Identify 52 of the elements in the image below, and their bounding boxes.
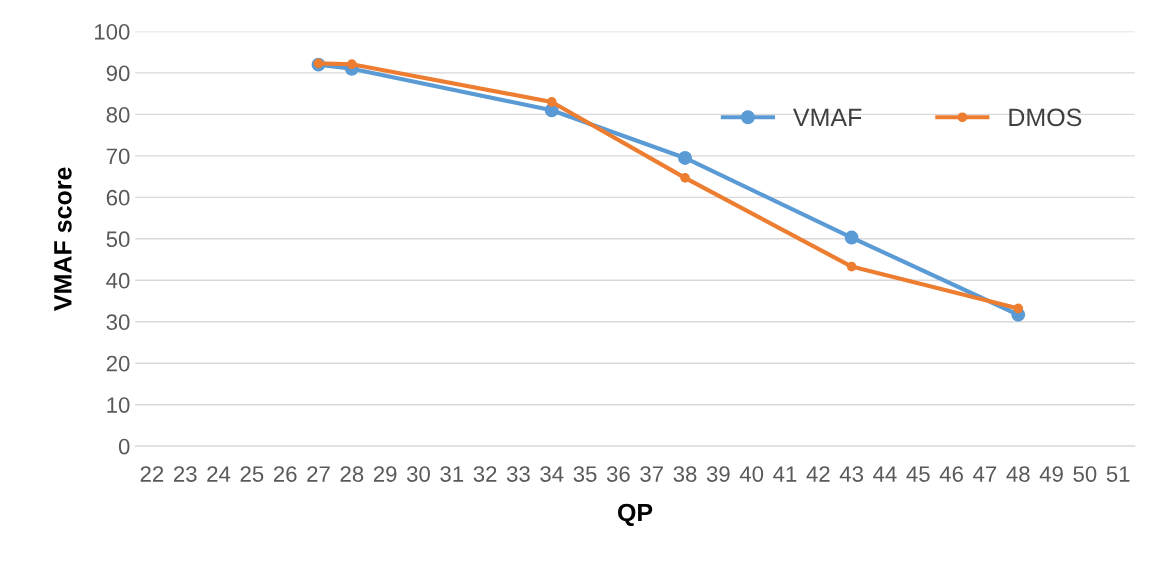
y-tick-label: 50 xyxy=(106,231,130,248)
x-tick-label: 51 xyxy=(1106,466,1130,482)
x-tick-label: 46 xyxy=(939,466,963,482)
point xyxy=(346,59,357,70)
x-tick-label: 49 xyxy=(1039,466,1063,482)
y-tick-label: 40 xyxy=(106,272,130,289)
point xyxy=(680,172,690,183)
x-tick-label: 24 xyxy=(207,466,231,482)
x-tick-label: 32 xyxy=(473,466,497,482)
x-tick-label: 43 xyxy=(839,466,863,482)
y-tick-label: 100 xyxy=(95,23,130,40)
x-tick-label: 40 xyxy=(739,466,764,482)
y-tick-label: 90 xyxy=(106,65,130,82)
y-tick-label: 0 xyxy=(118,438,130,455)
x-tick-label: 30 xyxy=(406,466,430,482)
y-tick-label: 30 xyxy=(106,314,130,331)
x-tick-label: 22 xyxy=(140,466,164,482)
x-tick-label: 23 xyxy=(173,466,197,482)
x-tick-label: 27 xyxy=(307,466,330,482)
x-tick-label: 36 xyxy=(606,466,630,482)
point xyxy=(1013,303,1024,314)
y-tick-label: 70 xyxy=(106,148,130,165)
y-tick-label: 80 xyxy=(106,106,130,123)
x-tick-label: 35 xyxy=(573,466,597,482)
x-tick-label: 41 xyxy=(773,466,797,482)
x-tick-label: 34 xyxy=(540,466,564,482)
y-tick-label: 20 xyxy=(106,355,130,372)
point xyxy=(846,261,857,272)
x-tick-label: 47 xyxy=(973,466,997,482)
x-tick-label: 45 xyxy=(906,466,930,482)
x-tick-label: 44 xyxy=(873,466,897,482)
x-tick-label: 31 xyxy=(440,466,464,482)
point xyxy=(546,97,557,107)
legend-label: DMOS xyxy=(1009,108,1082,127)
x-tick-label: 37 xyxy=(640,466,663,482)
x-tick-label: 50 xyxy=(1073,466,1097,482)
legend-label: VMAF xyxy=(793,108,862,126)
point xyxy=(844,230,859,245)
x-tick-label: 38 xyxy=(673,466,697,482)
x-axis-title: QP xyxy=(618,503,653,527)
x-tick-label: 25 xyxy=(240,466,264,482)
x-tick-label: 48 xyxy=(1006,466,1030,482)
y-tick-label: 10 xyxy=(107,397,130,413)
x-tick-label: 39 xyxy=(706,466,730,482)
point xyxy=(678,150,692,165)
x-tick-label: 26 xyxy=(273,466,297,482)
x-tick-label: 28 xyxy=(340,466,364,482)
y-axis-title: VMAF score xyxy=(54,167,72,311)
x-tick-label: 42 xyxy=(806,466,830,482)
x-tick-label: 29 xyxy=(373,466,397,482)
x-tick-label: 33 xyxy=(506,466,530,482)
y-tick-label: 60 xyxy=(106,189,130,206)
